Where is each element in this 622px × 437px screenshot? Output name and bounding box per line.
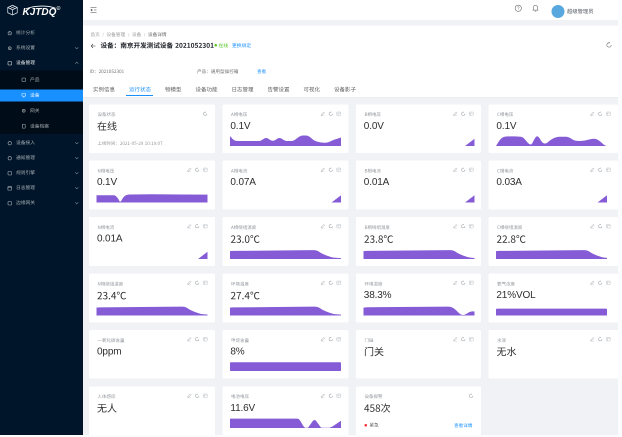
svg-text:KJTDQ: KJTDQ [23, 7, 57, 18]
svg-text:R: R [58, 7, 60, 10]
svg-text:?: ? [517, 6, 520, 11]
